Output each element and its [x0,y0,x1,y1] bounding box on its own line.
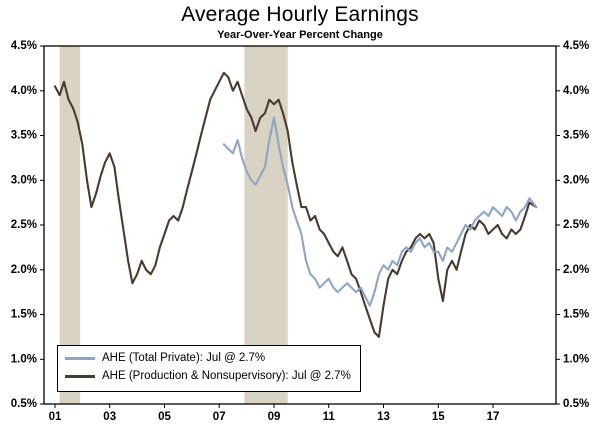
x-tick-label: 07 [213,411,226,423]
legend-item-production-nonsupervisory: AHE (Production & Nonsupervisory): Jul @… [65,368,351,386]
total-private-line-swatch [65,357,95,361]
x-axis: 01 03 05 07 09 11 13 15 17 [49,404,500,423]
x-tick-label: 05 [158,411,171,423]
legend-label-production-nonsupervisory: AHE (Production & Nonsupervisory): Jul @… [102,369,351,382]
legend: AHE (Total Private): Jul @ 2.7% AHE (Pro… [57,345,361,392]
y-axis: 0.5% 0.5% 1.0% 1.0% 1.5% 1.5% 2.0% 2.0% 2.5% 2.5%… [11,40,589,410]
recession-bands [59,46,288,404]
y-tick-label-left: 4.0% [11,85,37,97]
series-line [222,116,538,307]
plot-border [43,45,557,405]
y-tick-label-right: 3.0% [563,174,589,186]
y-tick-label-left: 3.5% [11,130,37,142]
x-tick-label: 17 [487,411,500,423]
y-tick-label-left: 2.5% [11,219,37,231]
recession-band [59,46,81,404]
y-tick-label-right: 4.0% [563,85,589,97]
x-tick-label: 15 [432,411,445,423]
chart-title: Average Hourly Earnings [181,3,419,26]
y-tick-label-left: 1.5% [11,309,37,321]
chart-subtitle: Year-Over-Year Percent Change [217,29,383,41]
x-tick-label: 03 [103,411,116,423]
legend-item-total-private: AHE (Total Private): Jul @ 2.7% [65,350,351,368]
y-tick-label-right: 4.5% [563,40,589,52]
x-tick-label: 01 [49,411,62,423]
y-tick-label-left: 4.5% [11,40,37,52]
x-tick-label: 09 [268,411,281,423]
x-tick-label: 11 [323,411,336,423]
y-tick-label-right: 2.5% [563,219,589,231]
y-tick-label-right: 2.0% [563,264,589,276]
production-nonsupervisory-line-swatch [65,375,95,379]
y-tick-label-right: 0.5% [563,398,589,410]
y-tick-label-right: 1.0% [563,353,589,365]
legend-label-total-private: AHE (Total Private): Jul @ 2.7% [102,352,266,364]
y-tick-label-left: 1.0% [11,353,37,365]
x-tick-label: 13 [377,411,390,423]
y-tick-label-left: 3.0% [11,174,37,186]
series-line [53,71,538,338]
y-tick-label-right: 3.5% [563,130,589,142]
y-tick-label-right: 1.5% [563,309,589,321]
y-tick-label-left: 2.0% [11,264,37,276]
y-tick-label-left: 0.5% [11,398,37,410]
